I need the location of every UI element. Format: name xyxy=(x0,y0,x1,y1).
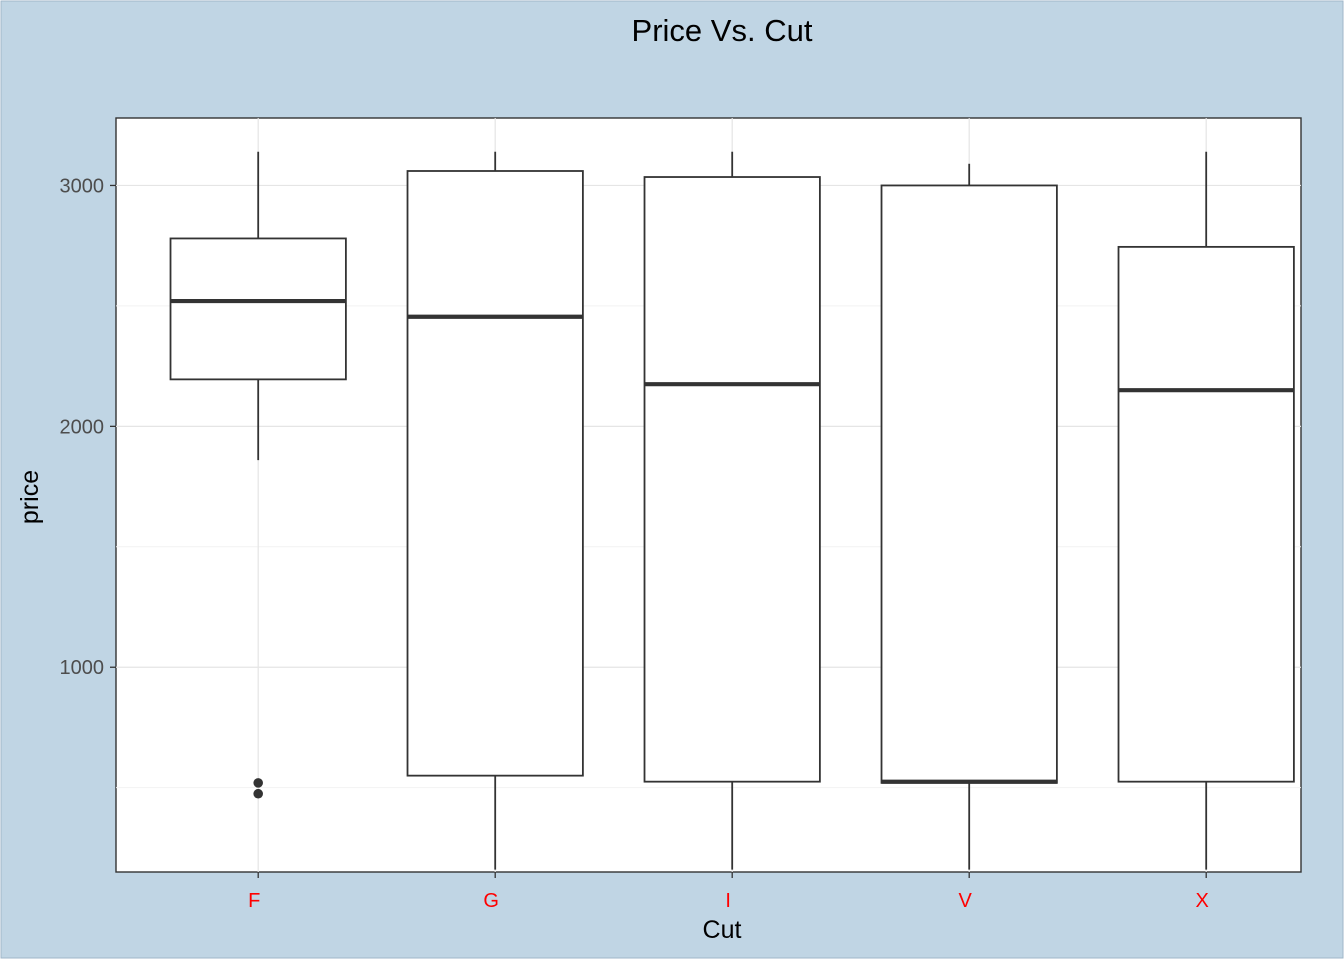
x-tick-label-G: G xyxy=(483,890,499,912)
x-tick-label-V: V xyxy=(959,890,973,912)
x-axis-title: Cut xyxy=(703,916,742,944)
box-F xyxy=(169,237,347,381)
y-tick-label-1: 2000 xyxy=(60,416,105,438)
x-tick-label-I: I xyxy=(725,890,731,912)
box-V xyxy=(880,184,1058,784)
x-tick-label-F: F xyxy=(248,890,260,912)
outlier-F-1 xyxy=(253,788,263,799)
chart-title: Price Vs. Cut xyxy=(632,13,813,48)
x-tick-label-X: X xyxy=(1196,890,1209,912)
y-tick-label-2: 3000 xyxy=(60,175,105,197)
box-I xyxy=(643,176,821,783)
y-tick-label-0: 1000 xyxy=(60,657,105,679)
box-X xyxy=(1117,245,1295,783)
box-G xyxy=(406,170,584,777)
outlier-F-0 xyxy=(253,778,263,788)
axis-layer: 1000 2000 3000 F G I V X xyxy=(60,175,1209,912)
boxplot-layer xyxy=(169,151,1295,870)
y-axis-title: price xyxy=(16,470,44,524)
